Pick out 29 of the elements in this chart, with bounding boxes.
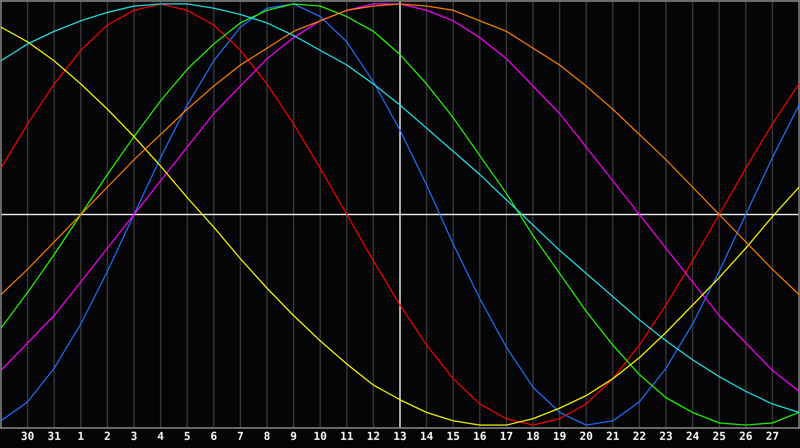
x-tick-label: 26 (740, 432, 752, 440)
x-tick-label: 17 (500, 432, 512, 440)
x-tick-label: 12 (368, 432, 380, 440)
x-tick-label: 27 (766, 432, 778, 440)
x-tick-label: 25 (713, 432, 726, 440)
x-tick-label: 19 (554, 432, 566, 440)
x-tick-label: 4 (158, 432, 164, 440)
x-tick-label: 18 (527, 432, 539, 440)
x-tick-label: 30 (22, 432, 34, 440)
x-tick-label: 5 (184, 432, 190, 440)
x-tick-label: 10 (314, 432, 326, 440)
x-tick-label: 24 (686, 432, 699, 440)
x-tick-label: 21 (606, 432, 619, 440)
x-tick-label: 6 (211, 432, 217, 440)
x-tick-label: 14 (420, 432, 433, 440)
x-tick-label: 1 (78, 432, 84, 440)
x-tick-label: 23 (660, 432, 672, 440)
x-tick-label: 16 (474, 432, 486, 440)
x-tick-label: 3 (131, 432, 137, 440)
x-tick-label: 9 (290, 432, 296, 440)
x-tick-label: 15 (448, 432, 460, 440)
x-tick-label: 11 (341, 432, 353, 440)
x-tick-label: 13 (394, 432, 406, 440)
x-tick-label: 20 (580, 432, 592, 440)
x-tick-label: 7 (238, 432, 243, 440)
x-tick-label: 2 (104, 432, 110, 440)
x-tick-label: 31 (48, 432, 60, 440)
x-tick-label: 22 (633, 432, 646, 440)
x-tick-label: 8 (264, 432, 270, 440)
